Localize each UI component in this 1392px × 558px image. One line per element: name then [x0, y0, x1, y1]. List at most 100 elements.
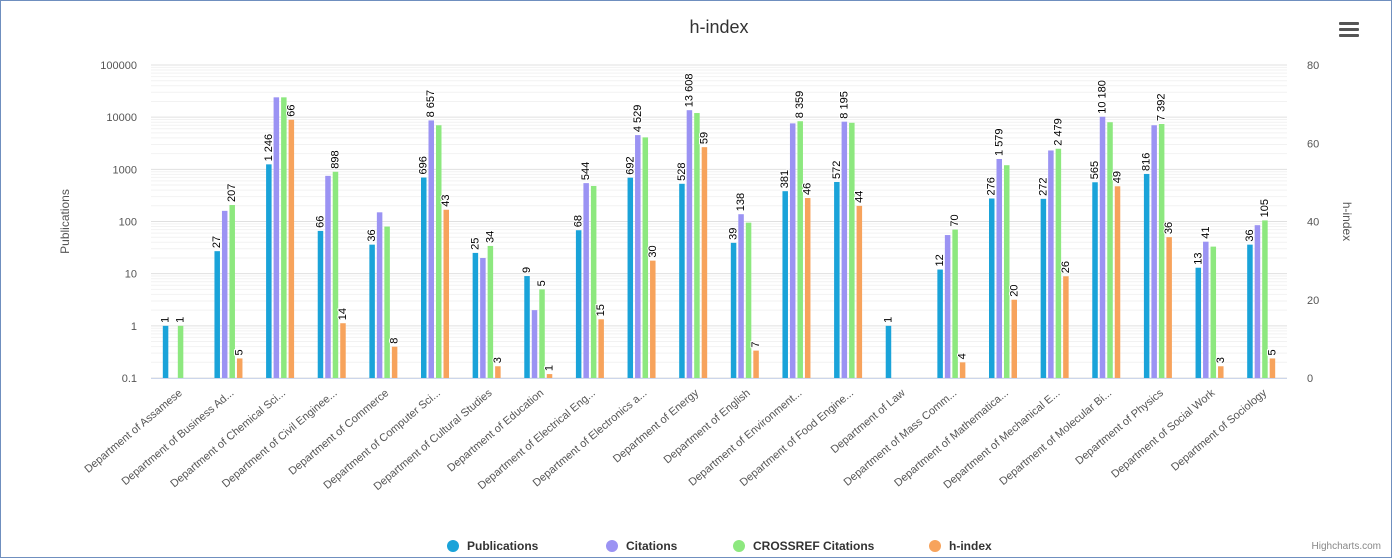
data-label: 1 — [544, 365, 556, 371]
data-label: 41 — [1200, 226, 1212, 238]
x-tick-label: Department of Commerce — [287, 387, 392, 478]
data-label: 544 — [580, 162, 592, 180]
bar — [1247, 244, 1253, 378]
data-label: 816 — [1141, 153, 1153, 171]
data-label: 43 — [440, 195, 452, 207]
bar — [288, 119, 295, 379]
bar — [1254, 225, 1261, 378]
bar — [1040, 198, 1047, 378]
legend-symbol — [447, 540, 459, 552]
bar — [480, 257, 486, 378]
legend-symbol — [606, 540, 618, 552]
bar — [376, 212, 383, 378]
bar — [1055, 148, 1062, 378]
data-label: 10 180 — [1097, 80, 1109, 114]
data-label: 3 — [492, 357, 504, 363]
bar — [229, 205, 235, 378]
x-tick-label: Department of Energy — [611, 387, 702, 466]
bar — [1203, 241, 1209, 378]
bar — [575, 230, 582, 378]
data-label: 25 — [469, 238, 481, 250]
data-label: 4 529 — [632, 105, 644, 133]
bar — [590, 185, 597, 378]
bar — [989, 198, 995, 378]
bar — [841, 121, 848, 379]
y-left-tick-label: 100 — [119, 217, 137, 229]
bar — [1218, 366, 1224, 378]
data-label: 66 — [285, 105, 297, 117]
hamburger-menu-icon[interactable] — [1337, 19, 1361, 39]
data-label: 5 — [536, 280, 548, 286]
bar — [546, 374, 553, 378]
data-label: 3 — [1215, 357, 1227, 363]
bar — [369, 244, 375, 378]
bar — [834, 181, 840, 378]
data-label: 5 — [234, 349, 246, 355]
y-right-tick-label: 60 — [1307, 138, 1319, 150]
bar — [804, 198, 811, 378]
data-label: 13 — [1192, 252, 1204, 264]
bar — [487, 245, 494, 378]
bar — [996, 158, 1002, 378]
bar — [384, 226, 390, 378]
data-label: 276 — [986, 177, 998, 195]
credit-text[interactable]: Highcharts.com — [1311, 541, 1381, 552]
data-label: 5 — [1266, 349, 1278, 355]
bar — [635, 135, 641, 378]
bar — [1114, 186, 1121, 378]
data-label: 26 — [1060, 261, 1072, 273]
bar — [782, 191, 788, 378]
bar — [745, 222, 752, 378]
bar — [952, 229, 958, 378]
data-label: 36 — [1163, 222, 1175, 234]
chart-title: h-index — [689, 17, 748, 37]
data-label: 14 — [337, 308, 349, 320]
data-label: 8 — [389, 338, 401, 344]
data-label: 528 — [676, 162, 688, 180]
data-label: 7 392 — [1156, 93, 1168, 121]
bar — [539, 289, 545, 378]
data-label: 34 — [484, 231, 496, 243]
bar — [391, 346, 398, 378]
bar — [1210, 246, 1217, 378]
y-right-axis-title: h-index — [1340, 202, 1354, 241]
y-left-tick-label: 10 — [125, 269, 137, 281]
x-tick-label: Department of English — [662, 387, 753, 466]
data-label: 565 — [1089, 161, 1101, 179]
bar — [524, 276, 530, 378]
bar — [162, 325, 169, 378]
y-right-tick-label: 20 — [1307, 295, 1319, 307]
bar — [753, 350, 759, 378]
bar — [1262, 220, 1268, 378]
data-label: 68 — [573, 215, 585, 227]
x-tick-label: Department of Assamese — [82, 387, 184, 476]
bar — [421, 177, 427, 378]
bar — [1048, 150, 1054, 378]
bar — [221, 210, 228, 378]
bar — [1004, 165, 1010, 378]
data-label: 36 — [366, 229, 378, 241]
y-left-axis-title: Publications — [58, 189, 72, 254]
data-label: 138 — [735, 193, 747, 211]
bar — [1143, 173, 1150, 378]
bar — [1151, 125, 1157, 379]
bar — [1063, 276, 1069, 378]
bar — [332, 171, 339, 378]
bar — [1195, 267, 1202, 378]
data-label: 4 — [957, 353, 969, 359]
y-right-tick-label: 80 — [1307, 60, 1319, 72]
data-label: 49 — [1112, 171, 1124, 183]
legend-symbol — [929, 540, 941, 552]
data-label: 692 — [624, 156, 636, 174]
bar — [627, 177, 634, 378]
bar — [583, 183, 589, 378]
bar — [959, 362, 966, 378]
bar — [1166, 237, 1172, 378]
bar — [472, 252, 479, 378]
bar — [1107, 122, 1113, 378]
x-tick-label: Department of Physics — [1073, 387, 1166, 468]
bar — [436, 125, 442, 379]
data-label: 1 — [160, 317, 172, 323]
